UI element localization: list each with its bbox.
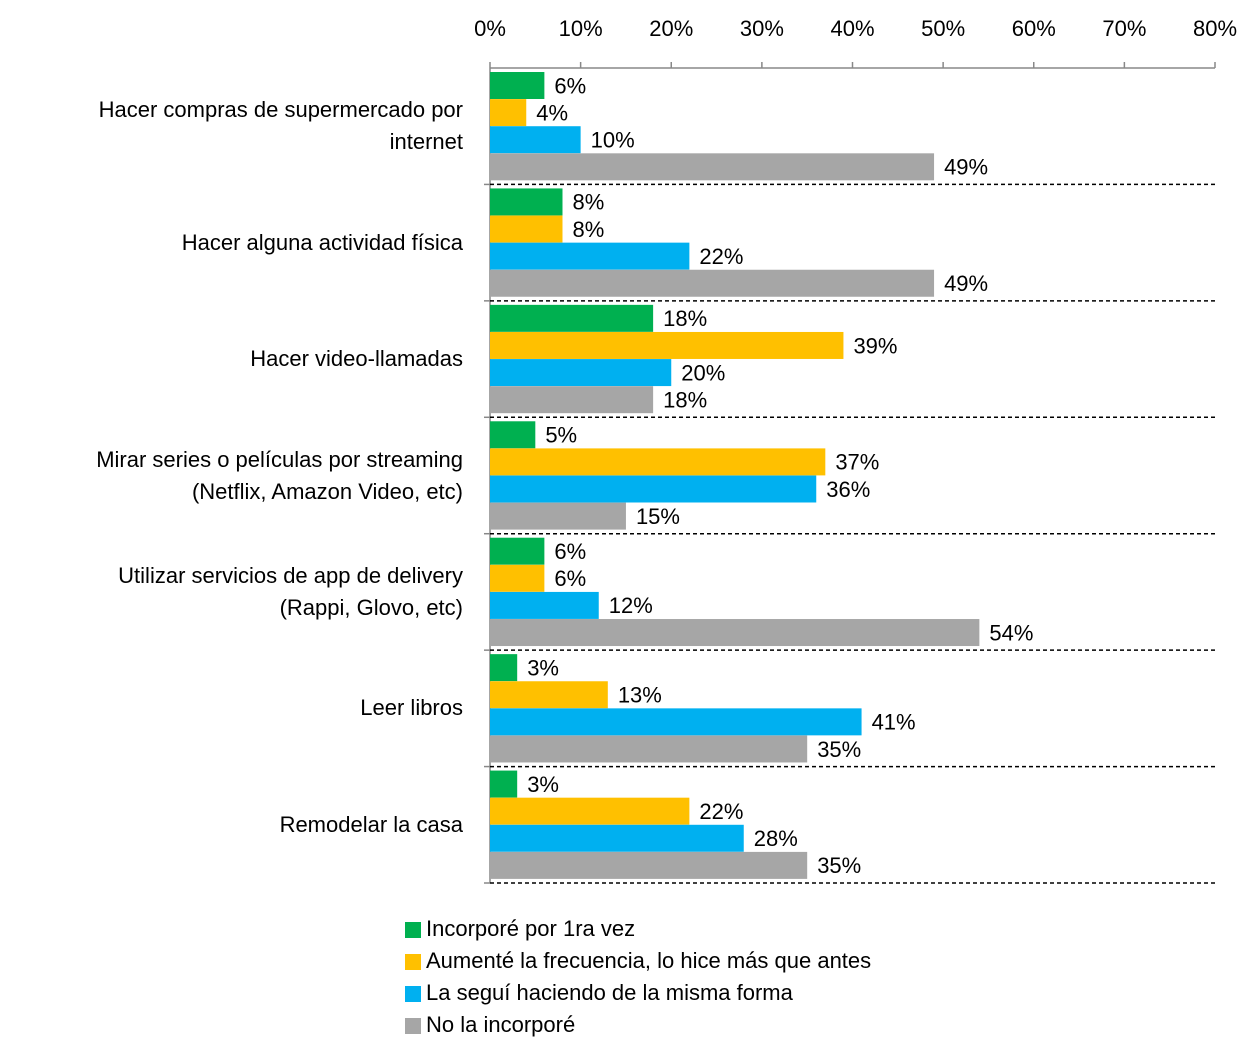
legend-swatch (405, 922, 421, 938)
bar (490, 824, 744, 852)
data-label: 4% (536, 100, 568, 125)
bar (490, 269, 935, 297)
bar (490, 708, 862, 736)
bar (490, 153, 935, 181)
bar (490, 304, 654, 332)
data-label: 3% (527, 772, 559, 797)
data-label: 49% (944, 155, 988, 180)
legend-label: No la incorporé (426, 1012, 575, 1037)
x-tick-label: 40% (830, 16, 874, 41)
data-label: 8% (573, 190, 605, 215)
data-label: 12% (609, 593, 653, 618)
data-label: 22% (699, 799, 743, 824)
category-label: Utilizar servicios de app de delivery (R… (118, 562, 463, 620)
bar (490, 797, 690, 825)
data-label: 18% (663, 306, 707, 331)
category-label: Remodelar la casa (279, 811, 463, 837)
data-label: 18% (663, 387, 707, 412)
x-tick-label: 70% (1102, 16, 1146, 41)
category-label: Hacer video-llamadas (250, 346, 463, 372)
bar (490, 537, 545, 565)
bar (490, 359, 672, 387)
bar (490, 215, 563, 243)
data-label: 20% (681, 360, 725, 385)
data-label: 8% (573, 217, 605, 242)
data-label: 6% (554, 539, 586, 564)
bar (490, 681, 608, 709)
bar (490, 72, 545, 99)
data-label: 6% (554, 566, 586, 591)
data-label: 36% (826, 477, 870, 502)
legend-swatch (405, 986, 421, 1002)
bar (490, 126, 581, 154)
data-label: 41% (872, 710, 916, 735)
bar (490, 188, 563, 216)
bar (490, 591, 599, 619)
data-label: 49% (944, 271, 988, 296)
bar (490, 619, 980, 647)
data-label: 10% (591, 128, 635, 153)
x-tick-label: 10% (559, 16, 603, 41)
data-label: 6% (554, 73, 586, 98)
x-tick-label: 80% (1193, 16, 1237, 41)
bar (490, 331, 844, 359)
legend-label: La seguí haciendo de la misma forma (426, 980, 794, 1005)
bar (490, 421, 536, 449)
data-label: 3% (527, 655, 559, 680)
bar (490, 99, 527, 127)
bar (490, 386, 654, 414)
bar (490, 851, 808, 879)
data-label: 35% (817, 737, 861, 762)
x-tick-label: 0% (474, 16, 506, 41)
bar (490, 735, 808, 763)
x-tick-label: 20% (649, 16, 693, 41)
legend-label: Aumenté la frecuencia, lo hice más que a… (426, 948, 871, 973)
data-label: 22% (699, 244, 743, 269)
data-label: 37% (835, 450, 879, 475)
bar (490, 242, 690, 270)
data-label: 5% (545, 423, 577, 448)
data-label: 54% (989, 620, 1033, 645)
bar (490, 654, 518, 682)
data-label: 35% (817, 853, 861, 878)
data-label: 28% (754, 826, 798, 851)
data-label: 39% (853, 333, 897, 358)
data-label: 13% (618, 683, 662, 708)
x-tick-label: 50% (921, 16, 965, 41)
category-label: Hacer alguna actividad física (181, 229, 463, 255)
bar (490, 564, 545, 592)
bar (490, 475, 817, 503)
bar (490, 770, 518, 798)
legend-label: Incorporé por 1ra vez (426, 916, 635, 941)
category-label: Mirar series o películas por streaming (… (96, 446, 463, 504)
legend-swatch (405, 1018, 421, 1034)
x-tick-label: 60% (1012, 16, 1056, 41)
x-tick-label: 30% (740, 16, 784, 41)
legend-swatch (405, 954, 421, 970)
data-label: 15% (636, 504, 680, 529)
category-label: Hacer compras de supermercado por intern… (98, 97, 463, 155)
bar (490, 502, 626, 530)
category-label: Leer libros (360, 695, 463, 721)
bar (490, 448, 826, 476)
